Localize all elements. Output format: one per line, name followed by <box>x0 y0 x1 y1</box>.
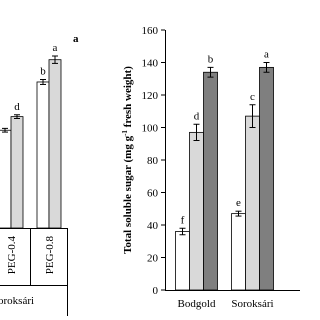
bar <box>36 81 50 229</box>
significance-letter: b <box>208 53 214 65</box>
bar <box>203 71 218 291</box>
error-bar <box>263 62 270 73</box>
significance-letter: a <box>53 42 58 54</box>
y-tick-label: 0 <box>153 285 159 297</box>
bar <box>189 131 204 291</box>
significance-letter: d <box>194 110 200 122</box>
error-bar <box>40 79 46 85</box>
error-bar <box>179 227 186 236</box>
y-tick-label: 20 <box>147 253 159 265</box>
bar <box>48 59 62 229</box>
x-tick-label: Soroksári <box>231 298 273 310</box>
significance-letter: b <box>40 66 46 78</box>
error-bar <box>235 210 242 217</box>
error-bar <box>2 127 8 133</box>
y-tick-label: 160 <box>142 25 159 37</box>
bar <box>10 116 24 229</box>
x-tick-label: PEG-0.4 <box>6 236 18 275</box>
y-tick-label: 60 <box>147 188 159 200</box>
bar <box>0 129 12 229</box>
error-bar <box>249 104 256 128</box>
x-tick-label: PEG-0.8 <box>44 236 56 275</box>
x-tick-label: Bodgold <box>178 298 216 310</box>
y-tick-label: 40 <box>147 220 159 232</box>
error-bar <box>207 66 214 78</box>
significance-letter: c <box>250 91 255 103</box>
significance-letter: a <box>264 49 269 61</box>
bar <box>175 231 190 291</box>
error-bar <box>14 114 20 119</box>
y-axis-title: Total soluble sugar (mg g-1 fresh weight… <box>121 66 134 254</box>
error-bar <box>52 55 58 64</box>
bar <box>231 213 246 291</box>
significance-letter: f <box>181 214 185 226</box>
error-bar <box>193 123 200 141</box>
panel-label: a <box>73 33 79 45</box>
y-tick-label: 140 <box>142 58 159 70</box>
group-label: oroksári <box>0 295 34 307</box>
y-tick-label: 120 <box>142 90 159 102</box>
bar <box>259 66 274 291</box>
bar <box>245 115 260 291</box>
y-tick-label: 100 <box>142 123 159 135</box>
y-tick-label: 80 <box>147 155 159 167</box>
significance-letter: e <box>236 197 241 209</box>
significance-letter: d <box>14 101 20 113</box>
